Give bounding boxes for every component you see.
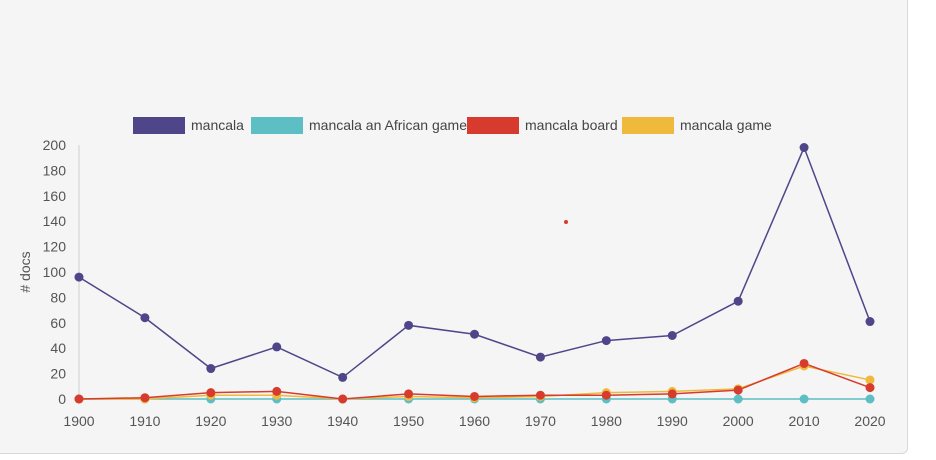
legend-label: mancala board <box>525 117 618 133</box>
legend-swatch <box>467 117 519 134</box>
x-tick-label: 1960 <box>459 413 490 429</box>
data-point[interactable] <box>733 296 743 306</box>
data-point[interactable] <box>338 394 348 404</box>
x-tick-label: 1940 <box>327 413 358 429</box>
data-point[interactable] <box>535 390 545 400</box>
chart-panel <box>0 0 908 454</box>
x-tick-label: 2000 <box>723 413 754 429</box>
data-point[interactable] <box>865 394 875 404</box>
legend-swatch <box>133 117 185 134</box>
data-point[interactable] <box>865 375 875 385</box>
y-tick-label: 40 <box>50 340 66 356</box>
x-tick-label: 2020 <box>854 413 885 429</box>
series-points <box>74 143 875 404</box>
data-point[interactable] <box>865 317 875 327</box>
legend-item[interactable]: mancala <box>133 117 244 134</box>
data-point[interactable] <box>404 320 414 330</box>
data-point[interactable] <box>733 385 743 395</box>
legend[interactable]: mancala mancala an African game mancala bo… <box>133 117 772 134</box>
x-tick-label: 1920 <box>195 413 226 429</box>
legend-label: mancala <box>191 117 244 133</box>
data-point[interactable] <box>470 329 479 339</box>
data-point[interactable] <box>601 390 611 400</box>
x-tick-label: 1910 <box>129 413 160 429</box>
data-point[interactable] <box>865 383 875 393</box>
data-point[interactable] <box>140 393 150 403</box>
y-tick-label: 0 <box>58 391 66 407</box>
data-point[interactable] <box>404 389 414 399</box>
y-tick-label: 180 <box>43 162 67 178</box>
y-axis: 0 20 40 60 80 100 120 140 160 180 200 <box>43 137 80 407</box>
y-tick-label: 200 <box>43 137 67 153</box>
data-point[interactable] <box>799 358 809 368</box>
data-point[interactable] <box>470 391 479 401</box>
data-point[interactable] <box>667 389 677 399</box>
legend-item[interactable]: mancala an African game <box>251 117 467 134</box>
x-tick-label: 1930 <box>261 413 292 429</box>
data-point[interactable] <box>206 364 216 374</box>
stray-marker <box>564 220 568 224</box>
data-point[interactable] <box>799 143 809 153</box>
data-point[interactable] <box>140 313 150 323</box>
data-point[interactable] <box>733 394 743 404</box>
x-tick-label: 1950 <box>393 413 424 429</box>
legend-item[interactable]: mancala board <box>467 117 618 134</box>
x-tick-label: 1970 <box>525 413 556 429</box>
x-tick-label: 1900 <box>63 413 94 429</box>
legend-label: mancala an African game <box>309 117 467 133</box>
data-point[interactable] <box>74 272 84 282</box>
series-lines <box>78 145 871 400</box>
series-line <box>78 145 871 379</box>
legend-swatch <box>251 117 303 134</box>
x-tick-label: 1990 <box>657 413 688 429</box>
y-tick-label: 60 <box>50 315 66 331</box>
legend-label: mancala game <box>680 117 772 133</box>
x-axis: 1900 1910 1920 1930 1940 1950 1960 1970 1980 1990… <box>63 398 886 429</box>
y-tick-label: 140 <box>43 213 67 229</box>
x-tick-label: 1980 <box>591 413 622 429</box>
data-point[interactable] <box>206 388 216 398</box>
data-point[interactable] <box>799 394 809 404</box>
data-point[interactable] <box>338 372 348 382</box>
data-point[interactable] <box>74 394 84 404</box>
y-tick-label: 80 <box>50 289 66 305</box>
data-point[interactable] <box>272 386 282 396</box>
legend-item[interactable]: mancala game <box>622 117 772 134</box>
y-tick-label: 160 <box>43 188 67 204</box>
y-tick-label: 120 <box>43 239 67 255</box>
data-point[interactable] <box>272 342 282 352</box>
y-tick-label: 20 <box>50 366 66 382</box>
x-tick-label: 2010 <box>789 413 820 429</box>
legend-swatch <box>622 117 674 134</box>
y-tick-label: 100 <box>43 264 67 280</box>
data-point[interactable] <box>601 336 611 346</box>
data-point[interactable] <box>535 352 545 362</box>
data-point[interactable] <box>667 331 677 340</box>
y-axis-title: # docs <box>17 251 33 292</box>
